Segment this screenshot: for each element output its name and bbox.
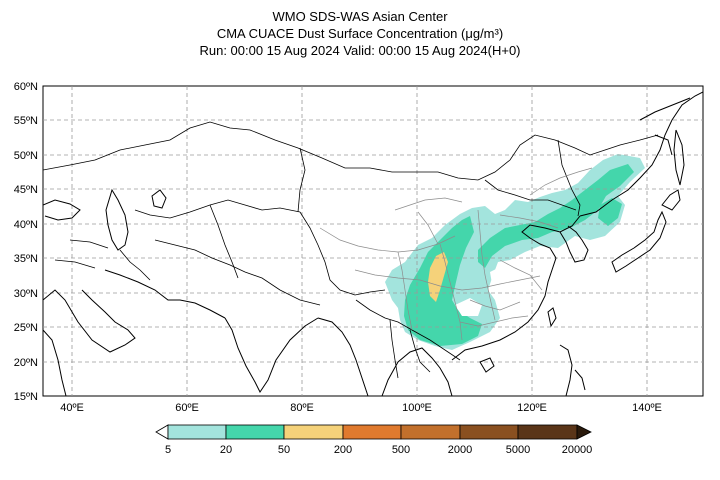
colorbar-segment xyxy=(167,424,227,440)
title-line-run-valid: Run: 00:00 15 Aug 2024 Valid: 00:00 15 A… xyxy=(199,43,521,58)
colorbar-labels: 5 20 50 200 500 2000 5000 20000 xyxy=(165,444,592,456)
dust-area-medium-3 xyxy=(598,198,622,226)
colorbar-segment xyxy=(283,424,344,440)
colorbar-segment xyxy=(517,424,578,440)
province-boundaries xyxy=(319,167,593,341)
colorbar-min-arrow xyxy=(155,424,169,440)
dust-area-medium-2 xyxy=(478,164,634,268)
title-line-product: CMA CUACE Dust Surface Concentration (μg… xyxy=(216,26,504,41)
colorbar-segment xyxy=(225,424,285,440)
dust-concentration-fill xyxy=(385,154,645,350)
colorbar-label: 500 xyxy=(392,444,410,456)
colorbar-segment xyxy=(400,424,461,440)
colorbar-label: 50 xyxy=(278,444,290,456)
country-borders xyxy=(43,121,659,379)
lon-tick-label: 140ºE xyxy=(632,402,662,414)
map-title-block: WMO SDS-WAS Asian Center CMA CUACE Dust … xyxy=(0,8,720,59)
lon-tick-label: 60ºE xyxy=(175,402,199,414)
lon-tick-label: 100ºE xyxy=(402,402,432,414)
colorbar-segment xyxy=(342,424,402,440)
colorbar-label: 200 xyxy=(334,444,352,456)
lon-tick-label: 40ºE xyxy=(60,402,84,414)
title-line-center: WMO SDS-WAS Asian Center xyxy=(272,9,448,24)
colorbar-legend xyxy=(155,424,592,440)
colorbar-label: 5000 xyxy=(506,444,530,456)
longitude-axis-labels: 40ºE 60ºE 80ºE 100ºE 120ºE 140ºE xyxy=(60,402,662,414)
lat-tick-label: 25ºN xyxy=(14,322,38,334)
lat-tick-label: 50ºN xyxy=(14,150,38,162)
dust-area-high xyxy=(428,252,448,302)
latitude-axis-labels: 60ºN 55ºN 50ºN 45ºN 40ºN 35ºN 30ºN 25ºN … xyxy=(14,81,38,403)
lat-tick-label: 20ºN xyxy=(14,357,38,369)
lat-tick-label: 35ºN xyxy=(14,253,38,265)
lon-tick-label: 80ºE xyxy=(290,402,314,414)
colorbar-label: 2000 xyxy=(448,444,472,456)
lat-tick-label: 55ºN xyxy=(14,115,38,127)
lat-tick-label: 40ºN xyxy=(14,219,38,231)
lat-tick-label: 15ºN xyxy=(14,391,38,403)
lat-tick-label: 45ºN xyxy=(14,184,38,196)
lat-tick-label: 30ºN xyxy=(14,288,38,300)
colorbar-label: 5 xyxy=(165,444,171,456)
colorbar-segment xyxy=(459,424,519,440)
map-frame xyxy=(42,85,704,397)
lat-tick-label: 60ºN xyxy=(14,81,38,93)
colorbar-label: 20000 xyxy=(562,444,593,456)
graticule xyxy=(43,86,703,396)
colorbar-label: 20 xyxy=(220,444,232,456)
lon-tick-label: 120ºE xyxy=(517,402,547,414)
colorbar-max-arrow xyxy=(576,424,592,440)
coastlines xyxy=(43,91,703,396)
